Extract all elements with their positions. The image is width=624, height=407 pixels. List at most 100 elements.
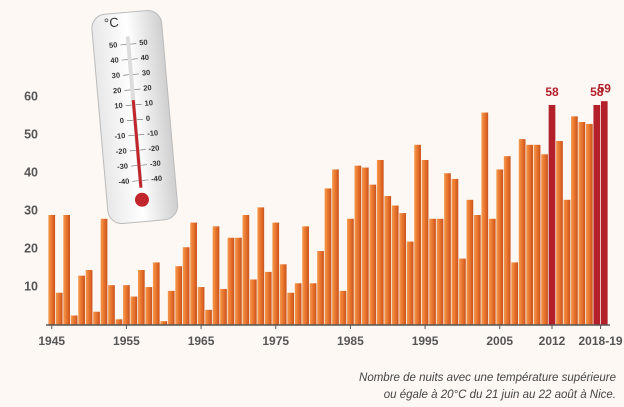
bar xyxy=(518,139,526,325)
x-tick-label: 1965 xyxy=(188,334,215,348)
bar xyxy=(548,104,556,325)
bar xyxy=(242,214,250,325)
bar xyxy=(324,188,332,325)
bar xyxy=(160,321,168,325)
bar xyxy=(541,154,548,325)
bar xyxy=(369,184,377,325)
bar xyxy=(249,279,257,325)
thermometer-scale-label: -40 xyxy=(151,174,163,184)
y-tick-label: 50 xyxy=(24,128,38,142)
thermometer-unit: °C xyxy=(104,15,120,31)
bar xyxy=(406,241,414,325)
bar xyxy=(391,205,399,325)
bar xyxy=(444,173,451,325)
thermometer-scale-label: -10 xyxy=(114,131,126,141)
bar xyxy=(473,214,481,325)
bar xyxy=(190,222,197,325)
bar xyxy=(272,222,280,325)
x-tick-label: 2018-19 xyxy=(579,334,623,348)
x-tick-label: 1985 xyxy=(337,334,364,348)
bar xyxy=(593,104,601,325)
thermometer-scale-label: 0 xyxy=(119,116,124,125)
thermometer-tick xyxy=(124,89,131,91)
bar xyxy=(585,123,593,325)
x-tick-label: 2012 xyxy=(539,334,566,348)
bar xyxy=(347,218,354,325)
bar xyxy=(459,258,466,325)
thermometer-tick xyxy=(128,135,135,137)
thermometer-tick xyxy=(142,179,149,181)
bar xyxy=(220,288,227,325)
bar xyxy=(78,275,85,325)
bar xyxy=(399,213,407,325)
value-label: 58 xyxy=(545,85,559,99)
bar xyxy=(451,178,459,325)
bar xyxy=(137,269,145,325)
bar xyxy=(578,122,586,326)
caption: Nombre de nuits avec une température sup… xyxy=(359,372,616,384)
bar xyxy=(152,262,160,325)
bar xyxy=(466,199,474,325)
thermometer-scale-label: -40 xyxy=(118,177,130,187)
bar xyxy=(421,159,429,325)
thermometer-scale-label: 50 xyxy=(139,38,148,48)
bar xyxy=(100,218,108,325)
thermometer-scale-label: 10 xyxy=(114,101,123,111)
thermometer-scale-label: -10 xyxy=(147,128,159,138)
bar xyxy=(526,144,533,325)
thermometer-tick xyxy=(130,165,138,167)
x-tick-label: 2005 xyxy=(486,334,513,348)
value-label: 58 xyxy=(590,85,604,99)
y-tick-label: 30 xyxy=(24,203,38,217)
thermometer-scale-label: 20 xyxy=(113,86,122,96)
bars xyxy=(48,101,608,326)
thermometer-tick xyxy=(135,103,142,105)
thermometer-scale-label: 10 xyxy=(144,98,153,108)
bar xyxy=(85,269,93,325)
thermometer-bulb xyxy=(134,192,149,207)
bar xyxy=(63,214,71,325)
thermometer-tick xyxy=(125,104,132,106)
bar xyxy=(55,292,63,325)
thermometer-scale-label: -20 xyxy=(148,143,160,153)
thermometer-tick xyxy=(130,43,137,45)
x-tick-label: 1955 xyxy=(113,334,140,348)
thermometer-scale-label: 0 xyxy=(146,114,151,123)
bar xyxy=(556,141,563,325)
bar xyxy=(235,237,242,325)
bar xyxy=(145,287,153,325)
value-label: 59 xyxy=(598,81,612,95)
bar xyxy=(414,144,421,325)
bar xyxy=(488,218,496,325)
bar xyxy=(93,311,100,325)
y-tick-label: 40 xyxy=(24,166,38,180)
bar xyxy=(436,218,444,325)
bar xyxy=(115,319,123,325)
bar xyxy=(376,159,384,325)
thermometer-tick xyxy=(129,150,136,152)
bar xyxy=(309,283,317,325)
bar xyxy=(264,271,272,325)
thermometer-scale-label: 20 xyxy=(143,83,152,93)
thermometer-scale-label: 50 xyxy=(109,40,118,50)
thermometer-tick xyxy=(131,58,138,60)
bar xyxy=(429,218,436,325)
bar xyxy=(294,283,302,325)
bar xyxy=(167,290,175,325)
y-tick-label: 20 xyxy=(24,241,38,255)
y-tick-label: 10 xyxy=(24,279,38,293)
bar xyxy=(130,296,138,325)
bar xyxy=(571,116,578,325)
bar xyxy=(279,264,287,325)
x-tick-label: 1975 xyxy=(262,334,289,348)
bar xyxy=(182,247,190,325)
bar xyxy=(600,101,608,325)
thermometer-scale-label: 30 xyxy=(111,71,120,81)
thermometer-tick xyxy=(138,134,145,136)
thermometer-tick xyxy=(127,119,134,121)
bar xyxy=(205,309,212,325)
bar xyxy=(332,169,339,325)
bar xyxy=(563,199,571,325)
thermometer-tick xyxy=(132,180,139,182)
